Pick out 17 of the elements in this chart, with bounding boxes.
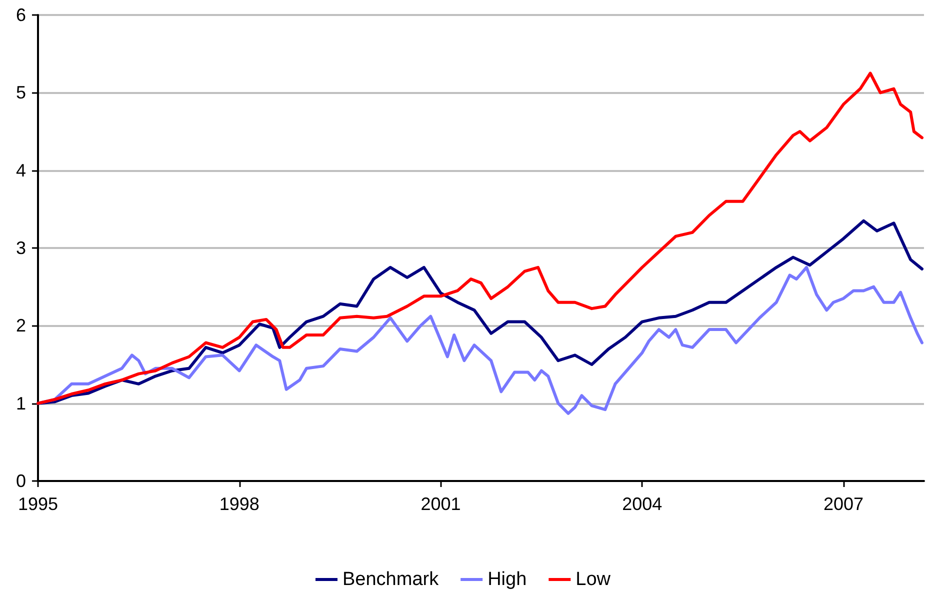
y-tick-label: 0 [16,471,26,491]
legend-label: Low [576,569,611,590]
x-tick-label: 2007 [823,494,864,514]
x-tick-label: 1998 [219,494,260,514]
y-tick-label: 4 [16,160,26,180]
line-series [36,219,924,405]
y-tick-label: 5 [16,82,26,103]
y-tick-label: 1 [16,393,26,414]
y-tick-label: 6 [16,5,26,25]
line-series [36,72,924,405]
y-tick-label: 3 [16,238,26,258]
legend-label: High [488,569,527,590]
y-tick-label: 2 [16,316,26,336]
legend-label: Benchmark [342,569,440,590]
x-tick-label: 2004 [622,494,662,514]
x-tick-label: 1995 [18,494,58,514]
x-tick-label: 2001 [420,494,461,514]
